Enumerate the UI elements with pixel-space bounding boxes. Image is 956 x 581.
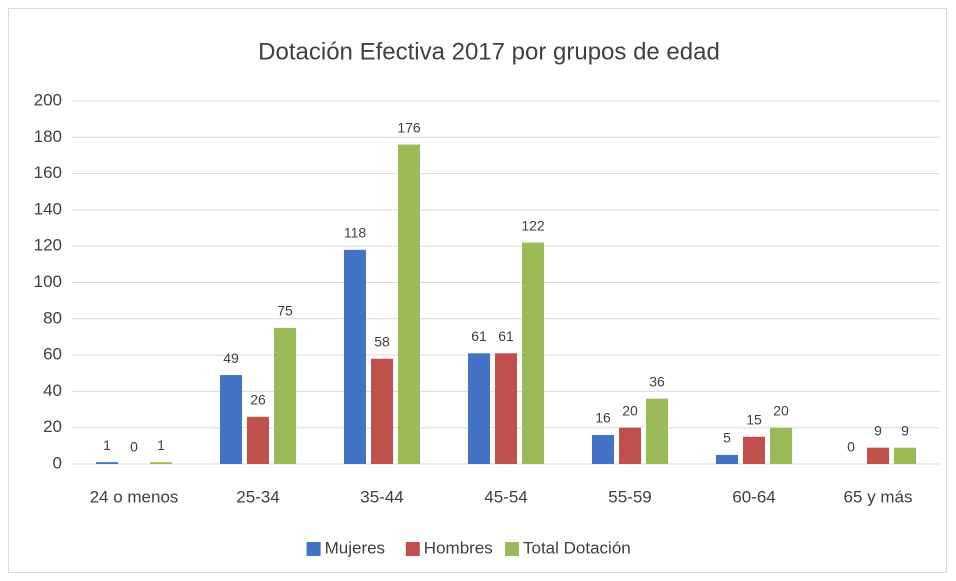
bar xyxy=(150,462,172,464)
bar xyxy=(96,462,118,464)
bar xyxy=(716,454,738,464)
bar xyxy=(867,447,889,464)
bar xyxy=(495,353,517,464)
data-label: 61 xyxy=(498,328,514,344)
data-label: 0 xyxy=(130,439,138,455)
data-label: 5 xyxy=(723,430,731,446)
y-tick-label: 0 xyxy=(53,453,62,472)
legend-label: Total Dotación xyxy=(523,538,631,557)
data-label: 118 xyxy=(344,225,367,241)
x-tick-label: 65 y más xyxy=(844,487,913,506)
bar xyxy=(344,249,366,464)
legend-label: Mujeres xyxy=(325,538,385,557)
data-label: 26 xyxy=(250,392,266,408)
bar xyxy=(522,242,544,464)
data-label: 36 xyxy=(649,373,665,389)
y-tick-label: 60 xyxy=(43,345,62,364)
y-tick-label: 120 xyxy=(34,236,62,255)
y-tick-label: 40 xyxy=(43,381,62,400)
bar xyxy=(468,353,490,464)
bar xyxy=(398,144,420,464)
bar xyxy=(592,434,614,464)
chart-border xyxy=(8,8,947,573)
bar xyxy=(894,447,916,464)
data-label: 9 xyxy=(874,422,882,438)
data-label: 15 xyxy=(746,411,762,427)
data-label: 58 xyxy=(374,333,390,349)
data-label: 0 xyxy=(847,439,855,455)
y-tick-label: 200 xyxy=(34,90,62,109)
y-tick-label: 160 xyxy=(34,163,62,182)
y-tick-label: 20 xyxy=(43,417,62,436)
x-tick-label: 55-59 xyxy=(608,487,651,506)
y-tick-label: 180 xyxy=(34,127,62,146)
legend-swatch xyxy=(306,542,321,556)
bar xyxy=(247,416,269,464)
bar xyxy=(371,358,393,464)
bar xyxy=(743,436,765,464)
legend-swatch xyxy=(405,542,420,556)
data-label: 122 xyxy=(521,217,545,233)
chart-title: Dotación Efectiva 2017 por grupos de eda… xyxy=(258,38,720,65)
y-tick-label: 100 xyxy=(34,272,62,291)
data-label: 61 xyxy=(471,328,487,344)
data-label: 20 xyxy=(773,402,789,418)
data-label: 9 xyxy=(901,422,909,438)
bar xyxy=(274,327,296,464)
bar xyxy=(220,375,242,464)
data-label: 1 xyxy=(157,437,165,453)
x-tick-label: 25-34 xyxy=(236,487,279,506)
y-tick-label: 80 xyxy=(43,308,62,327)
legend-swatch xyxy=(505,542,519,556)
data-label: 1 xyxy=(103,437,111,453)
data-label: 49 xyxy=(223,350,239,366)
data-label: 176 xyxy=(397,119,421,135)
x-tick-label: 24 o menos xyxy=(90,487,179,506)
legend-label: Hombres xyxy=(424,538,493,557)
bar xyxy=(646,398,668,464)
x-tick-label: 60-64 xyxy=(732,487,775,506)
x-tick-label: 35-44 xyxy=(360,487,403,506)
y-tick-label: 140 xyxy=(34,199,62,218)
data-label: 16 xyxy=(595,410,611,426)
x-tick-label: 45-54 xyxy=(484,487,527,506)
data-label: 20 xyxy=(622,402,638,418)
data-label: 75 xyxy=(277,303,293,319)
bar xyxy=(770,427,792,464)
bar xyxy=(619,427,641,464)
